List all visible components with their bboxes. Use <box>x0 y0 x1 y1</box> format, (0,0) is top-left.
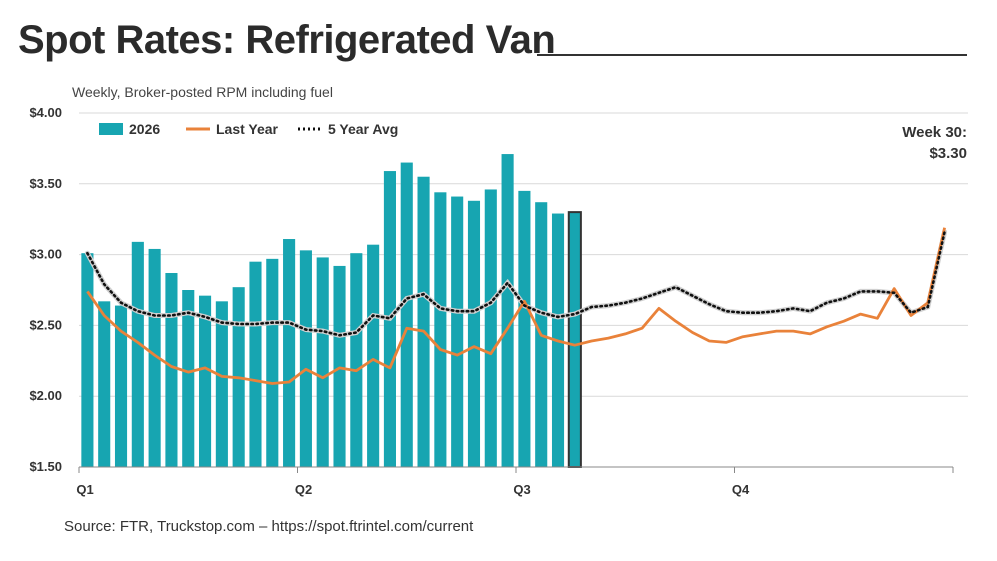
x-tick-label: Q2 <box>295 482 312 497</box>
legend-label-2026: 2026 <box>129 121 160 137</box>
y-tick-label: $2.00 <box>29 388 62 403</box>
bar <box>451 196 464 467</box>
bar <box>215 301 228 467</box>
annotation-value: $3.30 <box>929 145 967 162</box>
bar <box>299 250 312 467</box>
bar <box>81 253 94 467</box>
y-tick-label: $2.50 <box>29 317 62 332</box>
bar <box>518 190 531 467</box>
bar <box>131 241 144 467</box>
bar <box>333 265 346 467</box>
last-year-line <box>86 227 946 385</box>
bar <box>400 162 413 467</box>
bar <box>98 301 111 467</box>
bar <box>484 189 497 468</box>
line-series <box>84 227 948 385</box>
bar <box>316 257 329 467</box>
y-tick-label: $3.00 <box>29 247 62 262</box>
axes: $1.50 $2.00 $2.50 $3.00 $3.50 $4.00 Q1 Q2 Q3 Q4 <box>29 105 954 497</box>
source-note: Source: FTR, Truckstop.com – https://spo… <box>64 518 474 535</box>
x-tick-label: Q3 <box>513 482 530 497</box>
bar <box>283 239 296 467</box>
legend-label-last-year: Last Year <box>216 121 279 137</box>
y-tick-label: $4.00 <box>29 105 62 120</box>
legend-label-5yr-avg: 5 Year Avg <box>328 121 398 137</box>
week-annotation: Week 30: $3.30 <box>902 122 967 164</box>
title-rule <box>537 54 967 56</box>
bar-current-week <box>567 211 582 468</box>
x-tick-label: Q1 <box>76 482 93 497</box>
legend-swatch-2026 <box>99 123 123 135</box>
avg-line-shadow <box>84 229 948 338</box>
y-tick-label: $3.50 <box>29 176 62 191</box>
bar-series <box>81 154 582 468</box>
bar <box>148 248 161 467</box>
chart-title: Spot Rates: Refrigerated Van <box>18 18 556 62</box>
bar <box>467 200 481 468</box>
bar <box>350 253 363 467</box>
five-year-avg-line <box>86 230 946 337</box>
bar <box>249 261 262 467</box>
bar <box>501 154 514 467</box>
bar <box>182 290 195 467</box>
bar <box>199 295 212 467</box>
bar <box>367 244 380 467</box>
legend: 2026 Last Year 5 Year Avg <box>99 121 398 137</box>
chart-subtitle: Weekly, Broker-posted RPM including fuel <box>72 84 333 100</box>
bar <box>417 176 430 467</box>
annotation-week: Week 30: <box>902 124 967 141</box>
bar <box>165 273 178 467</box>
bar <box>434 192 447 467</box>
y-tick-label: $1.50 <box>29 459 62 474</box>
bar <box>114 305 128 467</box>
x-tick-label: Q4 <box>732 482 750 497</box>
bar <box>266 258 279 467</box>
